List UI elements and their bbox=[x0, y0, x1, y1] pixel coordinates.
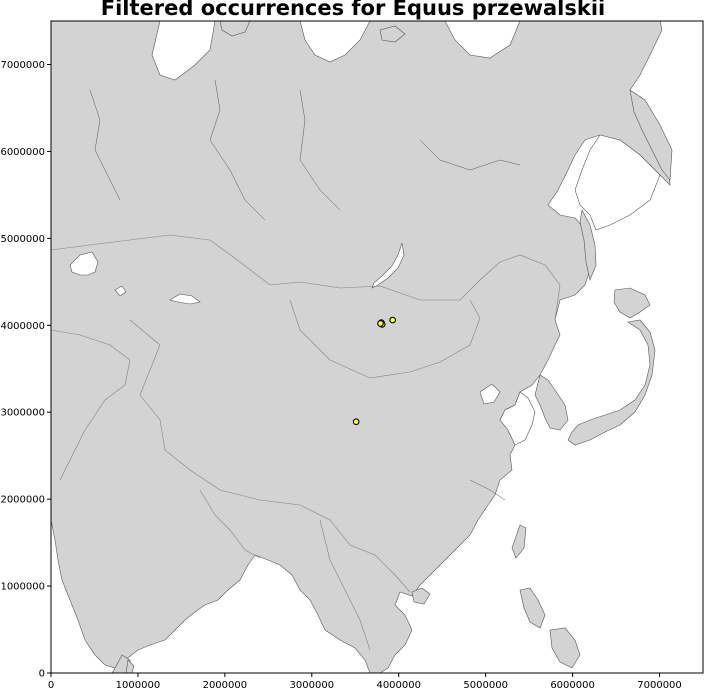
arctic-bay-far-east bbox=[444, 21, 521, 59]
land-philippines-south bbox=[549, 627, 581, 669]
land-kamchatka bbox=[629, 89, 673, 181]
land-hainan bbox=[411, 587, 431, 605]
y-tick-label: 4000000 bbox=[0, 321, 45, 332]
land-sri-lanka bbox=[125, 659, 135, 673]
land-taiwan bbox=[511, 524, 527, 559]
caspian-sea bbox=[69, 251, 99, 276]
y-tick-label: 1000000 bbox=[0, 582, 45, 593]
x-tick-label: 4000000 bbox=[376, 680, 421, 690]
y-tick-label: 3000000 bbox=[0, 408, 45, 419]
x-tick-label: 1000000 bbox=[116, 680, 161, 690]
land-new-siberian bbox=[379, 25, 406, 43]
y-tick-label: 6000000 bbox=[0, 147, 45, 158]
land-sakhalin bbox=[579, 209, 597, 282]
x-tick-label: 6000000 bbox=[550, 680, 595, 690]
plot-frame bbox=[50, 20, 704, 674]
land-taymyr-bay bbox=[151, 21, 216, 81]
y-tick-label: 0 bbox=[39, 669, 45, 680]
country-borders bbox=[51, 234, 561, 651]
y-axis: 0 1000000 2000000 3000000 4000000 5000000 6000… bbox=[0, 60, 51, 680]
land-arctic-islands bbox=[219, 21, 251, 37]
x-axis: 0 1000000 2000000 3000000 4000000 5000000 6000… bbox=[48, 673, 682, 690]
aral-sea bbox=[114, 285, 127, 297]
occurrence-points bbox=[352, 316, 396, 426]
land-eurasia bbox=[51, 21, 671, 673]
map-title: Filtered occurrences for Equus przewalsk… bbox=[100, 0, 606, 20]
y-tick-label: 7000000 bbox=[0, 60, 45, 71]
occurrence-point bbox=[377, 320, 384, 327]
yellow-sea bbox=[499, 391, 536, 446]
x-tick-label: 0 bbox=[48, 680, 54, 690]
land-hokkaido bbox=[613, 287, 651, 319]
bohai-gulf bbox=[479, 383, 501, 405]
x-tick-label: 3000000 bbox=[290, 680, 335, 690]
x-tick-label: 5000000 bbox=[463, 680, 508, 690]
x-tick-label: 7000000 bbox=[637, 680, 682, 690]
x-tick-label: 2000000 bbox=[203, 680, 248, 690]
y-tick-label: 5000000 bbox=[0, 234, 45, 245]
occurrence-point bbox=[389, 316, 396, 324]
rivers bbox=[89, 79, 521, 501]
lake-baikal bbox=[371, 242, 405, 289]
land-korea bbox=[534, 374, 569, 431]
sea-of-okhotsk bbox=[574, 134, 661, 231]
arctic-bay-east bbox=[299, 21, 371, 63]
y-tick-label: 2000000 bbox=[0, 495, 45, 506]
land-philippines-luzon bbox=[519, 587, 546, 629]
land-honshu bbox=[567, 319, 656, 446]
occurrence-point bbox=[352, 418, 360, 426]
lake-balkhash bbox=[169, 293, 201, 305]
